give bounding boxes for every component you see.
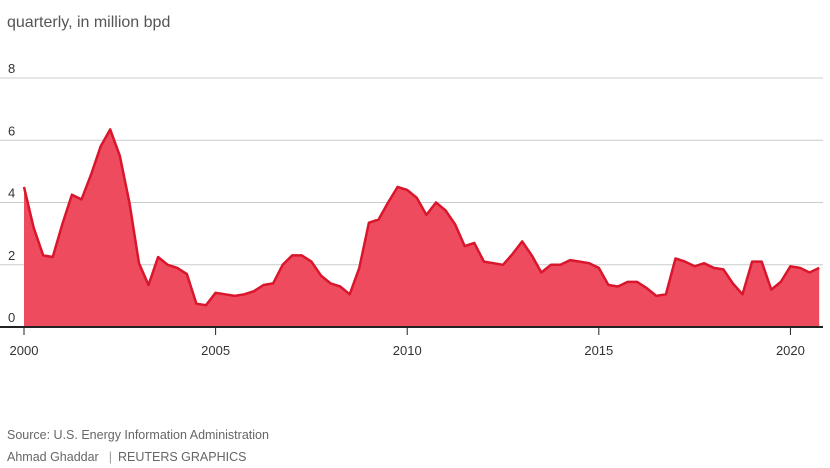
x-tick-label-2000: 2000: [10, 343, 39, 358]
source-note: Source: U.S. Energy Information Administ…: [7, 428, 269, 442]
y-tick-label-4: 4: [8, 186, 15, 201]
series-line: [22, 128, 820, 307]
series-area: [24, 129, 820, 327]
x-tick-label-2020: 2020: [776, 343, 805, 358]
x-tick-label-2005: 2005: [201, 343, 230, 358]
x-tick-label-2015: 2015: [584, 343, 613, 358]
credit-line: Ahmad Ghaddar | REUTERS GRAPHICS: [7, 450, 246, 464]
x-tick-label-2010: 2010: [393, 343, 422, 358]
credit-author: Ahmad Ghaddar: [7, 450, 99, 464]
y-tick-label-6: 6: [8, 123, 15, 138]
area-chart: 0 2 4 6 8 2000 2005 2010 2015 2020: [0, 61, 823, 358]
x-tick-labels: 2000 2005 2010 2015 2020: [10, 327, 805, 358]
credit-outlet: REUTERS GRAPHICS: [117, 450, 247, 464]
chart-subtitle: quarterly, in million bpd: [7, 14, 171, 31]
y-tick-label-0: 0: [8, 310, 15, 325]
y-tick-label-8: 8: [8, 61, 15, 76]
y-tick-labels: 0 2 4 6 8: [8, 61, 15, 325]
credit-separator: |: [108, 450, 112, 464]
y-tick-label-2: 2: [8, 248, 15, 263]
